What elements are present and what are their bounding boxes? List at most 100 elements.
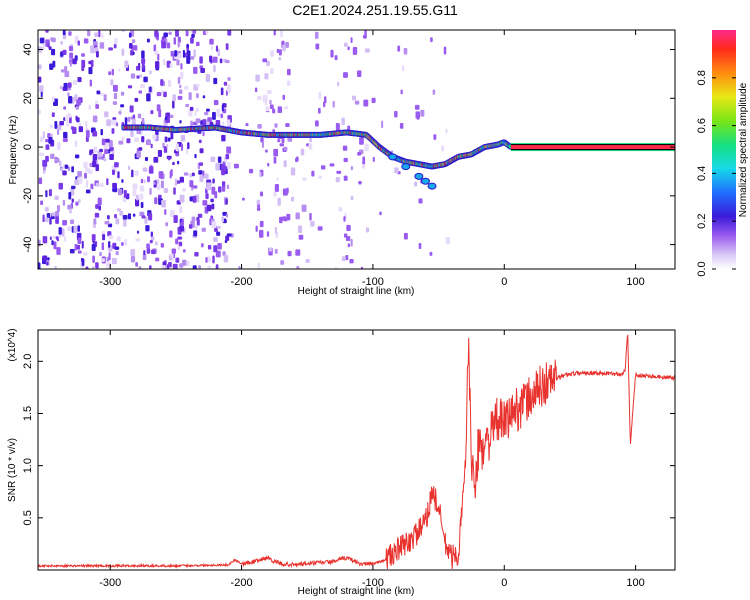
spectrogram-cell — [52, 96, 55, 103]
spectrogram-cell — [114, 162, 119, 168]
spectrogram-cell — [166, 42, 171, 49]
spectrogram-cell — [92, 115, 98, 123]
spectrogram-cell — [161, 41, 166, 49]
spectrogram-cell — [350, 238, 353, 247]
colorbar-tick-label: 0.4 — [696, 166, 708, 181]
spectrogram-cell — [77, 77, 82, 83]
spectrogram-cell — [39, 136, 44, 143]
spectrogram-cell — [175, 238, 179, 245]
spectrogram-cell — [213, 77, 218, 85]
spectrogram-cell — [343, 42, 348, 47]
spectrogram-cell — [58, 160, 62, 167]
spectrogram-cell — [185, 103, 190, 108]
spectrogram-cell — [257, 204, 261, 211]
spectrogram-cell — [92, 266, 95, 269]
spectrogram-cell — [136, 148, 140, 152]
spectrogram-cell — [266, 90, 272, 94]
spectrogram-cell — [177, 95, 183, 100]
spectrogram-cell — [192, 265, 197, 269]
spectrogram-cell — [108, 235, 114, 240]
spectrogram-cell — [60, 40, 64, 45]
spectrogram-y-tick-label: -20 — [22, 188, 34, 204]
spectrogram-cell — [155, 257, 160, 262]
spectrogram-cell — [149, 265, 152, 269]
spectrogram-cell — [136, 65, 139, 71]
spectrogram-cell — [135, 194, 139, 201]
spectrogram-cell — [60, 69, 66, 73]
spectrogram-cell — [186, 44, 190, 48]
spectrogram-cell — [173, 187, 176, 195]
spectrogram-cell — [318, 175, 322, 180]
spectrogram-cell — [241, 197, 245, 201]
spectrogram-cell — [205, 74, 211, 82]
spectrogram-y-tick-label: 0 — [22, 144, 34, 150]
spectrogram-cell — [264, 98, 268, 106]
spectrogram-cell — [72, 79, 78, 85]
spectrogram-cell — [179, 71, 184, 80]
spectrogram-cell — [308, 143, 313, 150]
spectrogram-cell — [95, 262, 99, 269]
spectrogram-cell — [161, 90, 164, 95]
spectrogram-cell — [81, 258, 85, 267]
spectrogram-cell — [64, 164, 69, 169]
spectrogram-cell — [145, 225, 150, 232]
spectrogram-cell — [196, 107, 200, 112]
spectrogram-cell — [215, 250, 221, 258]
spectrogram-cell — [124, 239, 128, 246]
spectrogram-cell — [314, 120, 319, 127]
spectrogram-cell — [134, 97, 139, 102]
spectrogram-cell — [86, 130, 90, 138]
spectrogram-cell — [362, 156, 366, 165]
spectrogram-cell — [335, 123, 340, 131]
spectrogram-cell — [261, 141, 265, 148]
spectrogram-cell — [414, 104, 420, 110]
spectrogram-cell — [227, 77, 231, 81]
spectrogram-cell — [170, 131, 174, 140]
spectrogram-cell — [193, 66, 198, 74]
colorbar-tick-label: 0.6 — [696, 118, 708, 133]
spectrogram-cell — [216, 225, 221, 229]
spectrogram-cell — [164, 116, 168, 121]
spectrogram-cell — [248, 168, 254, 174]
spectrogram-cell — [179, 205, 183, 214]
spectrogram-cell — [179, 194, 185, 203]
spectrogram-cell — [445, 237, 451, 245]
spectrogram-cell — [67, 82, 72, 88]
spectrogram-cell — [38, 239, 41, 247]
spectrogram-cell — [352, 95, 357, 101]
spectrogram-cell — [42, 255, 48, 261]
spectrogram-cell — [56, 124, 62, 131]
spectrogram-cell — [150, 231, 153, 238]
spectrogram-cell — [177, 36, 181, 43]
spectrogram-cell — [68, 31, 72, 36]
spectrogram-cell — [301, 204, 307, 212]
spectrogram-cell — [141, 215, 146, 219]
spectrogram-cell — [143, 250, 146, 255]
spectrogram-cell — [174, 178, 178, 186]
spectrogram-cell — [305, 258, 310, 263]
spectrogram-cell — [269, 104, 274, 110]
spectrogram-cell — [175, 143, 179, 152]
spectrogram-cell — [85, 189, 91, 194]
spectrogram-branch-cell — [427, 182, 437, 190]
spectrogram-cell — [48, 137, 53, 144]
spectrogram-cell — [106, 256, 110, 262]
snr-y-tick-label: 0.5 — [22, 510, 34, 525]
spectrogram-cell — [177, 41, 180, 48]
spectrogram-cell — [73, 225, 77, 234]
spectrogram-cell — [211, 221, 217, 229]
spectrogram-cell — [116, 236, 121, 242]
spectrogram-cell — [174, 50, 178, 57]
spectrogram-cell — [146, 248, 151, 254]
spectrogram-cell — [205, 30, 209, 35]
spectrogram-cell — [126, 138, 131, 144]
spectrogram-cell — [226, 146, 232, 154]
spectrogram-cell — [84, 172, 87, 179]
spectrogram-cell — [124, 117, 128, 126]
colorbar-gradient — [712, 30, 736, 269]
spectrogram-x-tick-label: 100 — [626, 276, 644, 288]
spectrogram-cell — [75, 115, 78, 121]
spectrogram-cell — [259, 171, 262, 178]
spectrogram-cell — [265, 106, 270, 112]
spectrogram-cell — [114, 214, 117, 219]
